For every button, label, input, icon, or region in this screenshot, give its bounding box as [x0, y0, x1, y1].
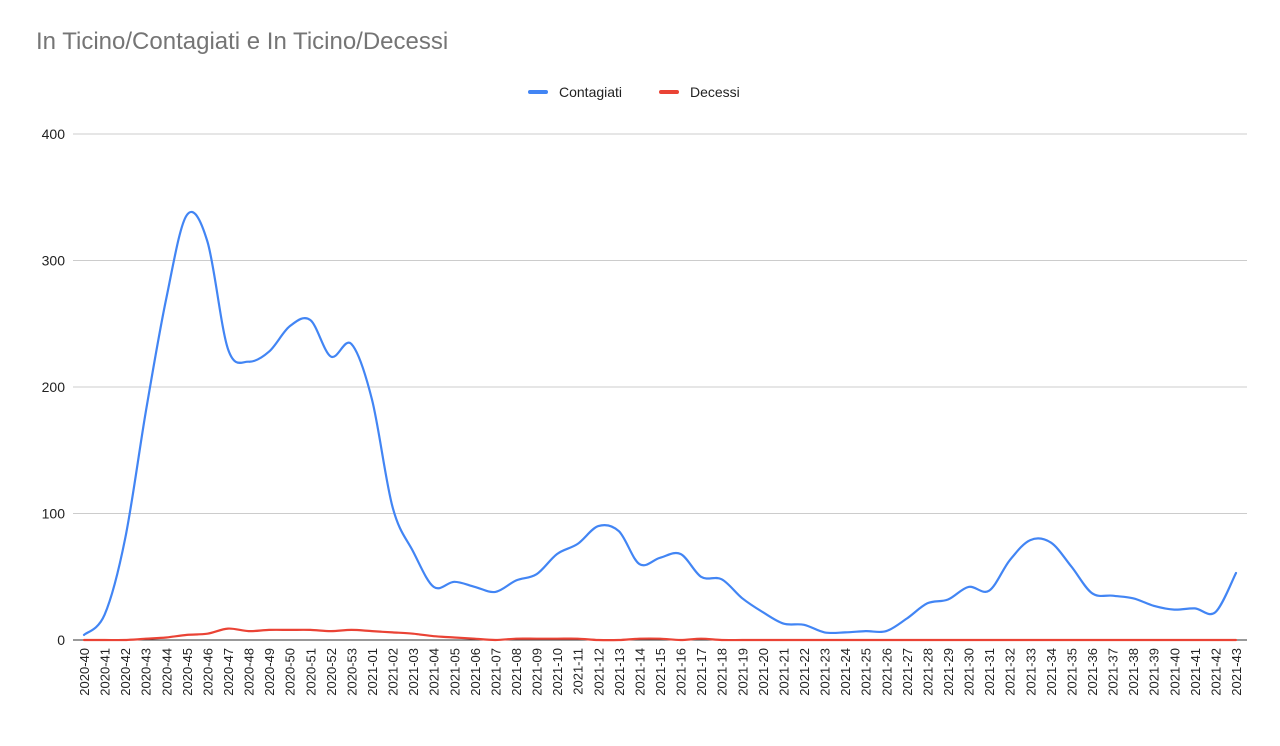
x-tick-label: 2020-43: [139, 648, 154, 696]
x-tick-label: 2021-18: [715, 648, 730, 696]
x-tick-label: 2021-13: [612, 648, 627, 696]
legend-label: Contagiati: [559, 84, 622, 100]
x-tick-label: 2021-25: [859, 648, 874, 696]
y-tick-label: 0: [57, 632, 65, 648]
x-tick-label: 2021-36: [1085, 648, 1100, 696]
x-tick-label: 2021-38: [1126, 648, 1141, 696]
legend: Contagiati Decessi: [528, 84, 740, 100]
series-line-contagiati: [82, 210, 1238, 636]
y-tick-label: 100: [42, 506, 66, 522]
x-tick-label: 2021-22: [797, 648, 812, 696]
x-tick-label: 2021-43: [1229, 648, 1244, 696]
y-tick-label: 200: [42, 379, 66, 395]
x-tick-label: 2020-41: [98, 648, 113, 696]
x-tick-label: 2021-06: [468, 648, 483, 696]
x-tick-label: 2021-16: [674, 648, 689, 696]
x-tick-label: 2020-44: [159, 648, 174, 696]
x-tick-label: 2021-28: [920, 648, 935, 696]
x-tick-label: 2021-42: [1208, 648, 1223, 696]
x-tick-label: 2021-26: [879, 648, 894, 696]
series-lines: [82, 210, 1238, 642]
y-tick-label: 300: [42, 253, 66, 269]
series-line-decessi: [82, 627, 1238, 642]
x-tick-label: 2020-45: [180, 648, 195, 696]
x-tick-label: 2021-24: [838, 648, 853, 696]
x-tick-label: 2021-08: [509, 648, 524, 696]
x-tick-label: 2020-40: [77, 648, 92, 696]
x-tick-label: 2021-09: [530, 648, 545, 696]
x-tick-label: 2021-12: [591, 648, 606, 696]
x-tick-label: 2021-02: [386, 648, 401, 696]
grid-lines: [73, 133, 1247, 641]
x-tick-label: 2021-03: [406, 648, 421, 696]
y-axis-ticks: 0 100 200 300 400: [42, 126, 66, 648]
x-tick-label: 2020-52: [324, 648, 339, 696]
x-tick-label: 2021-32: [1003, 648, 1018, 696]
x-tick-label: 2020-47: [221, 648, 236, 696]
x-tick-label: 2021-14: [632, 648, 647, 696]
x-tick-label: 2021-10: [550, 648, 565, 696]
x-tick-label: 2021-01: [365, 648, 380, 696]
x-axis-ticks: 2020-40 2020-41 2020-42 2020-43 2020-44 2020-…: [77, 648, 1244, 696]
legend-item-contagiati: Contagiati: [528, 84, 622, 100]
x-tick-label: 2021-23: [818, 648, 833, 696]
x-tick-label: 2021-40: [1167, 648, 1182, 696]
x-tick-label: 2021-41: [1188, 648, 1203, 696]
x-tick-label: 2021-11: [571, 648, 586, 695]
x-tick-label: 2021-30: [962, 648, 977, 696]
x-tick-label: 2021-33: [1023, 648, 1038, 696]
x-tick-label: 2021-34: [1044, 648, 1059, 696]
x-tick-label: 2021-04: [427, 648, 442, 696]
x-tick-label: 2021-39: [1147, 648, 1162, 696]
x-tick-label: 2020-48: [242, 648, 257, 696]
x-tick-label: 2021-35: [1064, 648, 1079, 696]
x-tick-label: 2021-19: [735, 648, 750, 696]
y-tick-label: 400: [42, 126, 66, 142]
x-tick-label: 2021-15: [653, 648, 668, 696]
chart-title: In Ticino/Contagiati e In Ticino/Decessi: [36, 28, 449, 55]
legend-label: Decessi: [690, 84, 740, 100]
x-tick-label: 2020-42: [118, 648, 133, 696]
x-tick-label: 2021-07: [488, 648, 503, 696]
x-tick-label: 2020-53: [344, 648, 359, 696]
x-tick-label: 2020-46: [200, 648, 215, 696]
x-tick-label: 2020-50: [283, 648, 298, 696]
x-tick-label: 2020-49: [262, 648, 277, 696]
x-tick-label: 2020-51: [303, 648, 318, 696]
legend-item-decessi: Decessi: [659, 84, 740, 100]
x-tick-label: 2021-29: [941, 648, 956, 696]
x-tick-label: 2021-05: [447, 648, 462, 696]
x-tick-label: 2021-37: [1106, 648, 1121, 696]
x-tick-label: 2021-21: [776, 648, 791, 696]
x-tick-label: 2021-17: [694, 648, 709, 696]
x-tick-label: 2021-31: [982, 648, 997, 696]
x-tick-label: 2021-27: [900, 648, 915, 696]
x-tick-label: 2021-20: [756, 648, 771, 696]
